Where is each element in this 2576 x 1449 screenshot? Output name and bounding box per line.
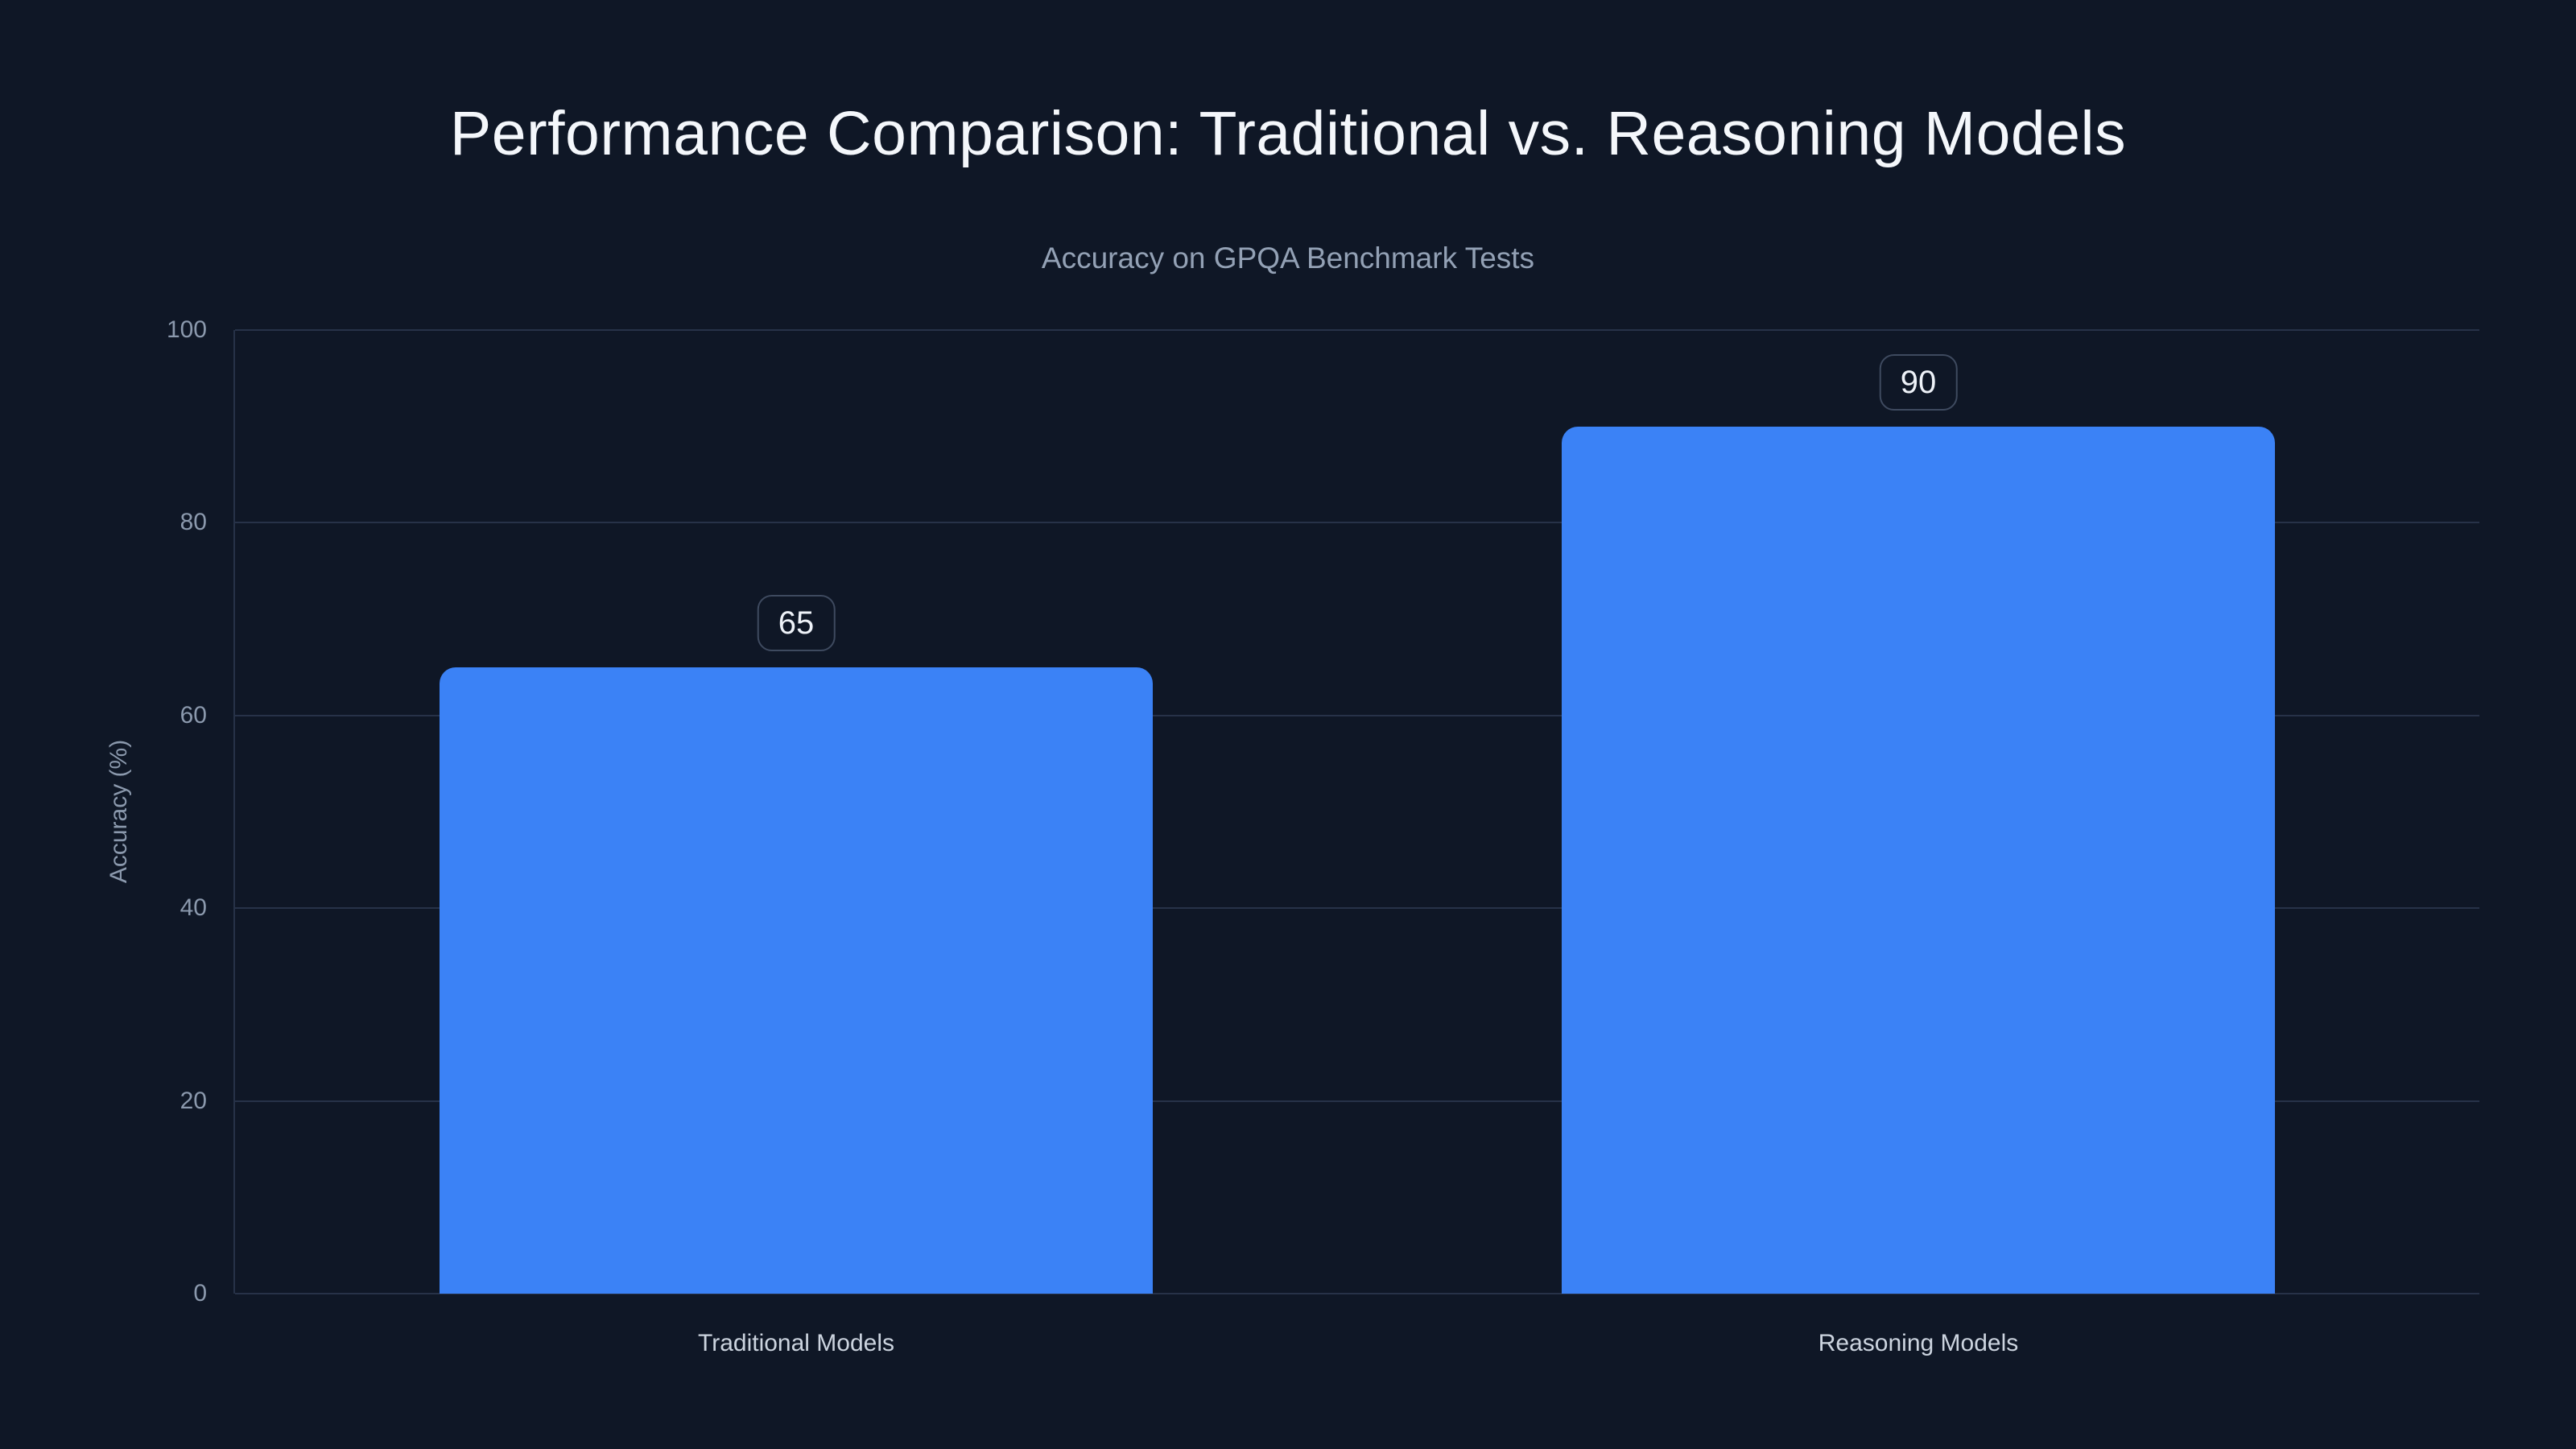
x-category-label-traditional-models: Traditional Models (698, 1330, 894, 1356)
chart-title: Performance Comparison: Traditional vs. … (449, 99, 2127, 168)
y-tick-label: 100 (166, 316, 207, 343)
y-axis-label: Accuracy (%) (105, 739, 132, 884)
y-tick-label: 0 (193, 1280, 207, 1307)
y-tick-label: 60 (180, 701, 207, 729)
gridline (235, 329, 2479, 331)
gridline (235, 522, 2479, 524)
value-badge-reasoning-models: 90 (1879, 353, 1958, 411)
gridline (235, 1293, 2479, 1294)
plot-area: 0 20 40 60 80 100 65 Traditional Models 90 Reason… (167, 316, 2479, 1356)
gridline (235, 714, 2479, 716)
value-badge-traditional-models: 65 (757, 594, 836, 651)
bar-traditional-models[interactable] (439, 667, 1154, 1294)
gridline (235, 907, 2479, 910)
bar-reasoning-models[interactable] (1561, 426, 2276, 1294)
y-tick-label: 40 (180, 894, 207, 922)
x-category-label-reasoning-models: Reasoning Models (1818, 1330, 2019, 1356)
y-tick-label: 20 (180, 1087, 207, 1114)
gridline (235, 1100, 2479, 1102)
chart-subtitle: Accuracy on GPQA Benchmark Tests (1041, 242, 1535, 275)
y-tick-label: 80 (180, 509, 207, 536)
